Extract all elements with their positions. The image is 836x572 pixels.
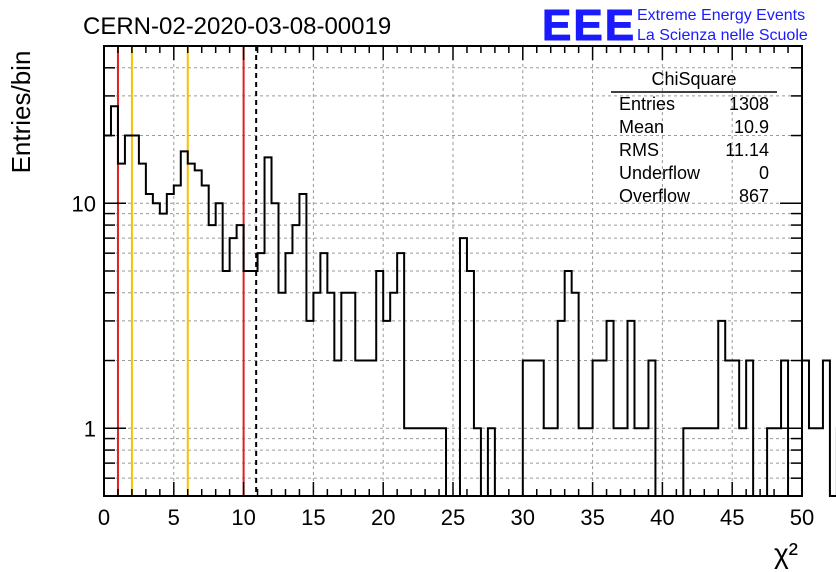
eee-logo: EEE Extreme Energy Events La Scienza nel…: [542, 1, 808, 51]
reference-lines: [116, 46, 258, 496]
y-tick-label: 1: [84, 416, 96, 441]
y-axis-label: Entries/bin: [6, 51, 36, 174]
x-axis-label: χ²: [774, 538, 798, 569]
x-tick-label: 30: [511, 505, 535, 530]
x-tick-label: 15: [301, 505, 325, 530]
x-tick-label: 0: [98, 505, 110, 530]
stats-label-underflow: Underflow: [619, 163, 701, 183]
x-tick-label: 25: [441, 505, 465, 530]
eee-logo-text: EEE: [542, 1, 636, 50]
axis-ticks: [103, 46, 803, 496]
logo-line-2: La Scienza nelle Scuole: [637, 27, 808, 44]
stats-label-mean: Mean: [619, 117, 664, 137]
x-tick-label: 20: [371, 505, 395, 530]
grid-lines: [104, 46, 802, 496]
y-tick-labels: 1 10: [72, 191, 96, 441]
x-tick-label: 50: [790, 505, 814, 530]
stats-label-rms: RMS: [619, 140, 659, 160]
histogram-series: [104, 105, 836, 497]
x-tick-label: 10: [231, 505, 255, 530]
stats-label-overflow: Overflow: [619, 186, 691, 206]
stats-value-underflow: 0: [759, 163, 769, 183]
x-tick-label: 5: [168, 505, 180, 530]
stats-value-mean: 10.9: [734, 117, 769, 137]
y-tick-label: 10: [72, 191, 96, 216]
x-tick-label: 35: [580, 505, 604, 530]
x-tick-label: 45: [720, 505, 744, 530]
x-tick-labels: 0 5 10 15 20 25 30 35 40 45 50: [98, 505, 814, 530]
x-tick-label: 40: [650, 505, 674, 530]
stats-box: ChiSquare Entries 1308 Mean 10.9 RMS 11.…: [611, 69, 777, 206]
stats-label-entries: Entries: [619, 94, 675, 114]
stats-value-rms: 11.14: [725, 140, 769, 160]
stats-value-entries: 1308: [729, 94, 769, 114]
chart-title: CERN-02-2020-03-08-00019: [83, 13, 391, 40]
logo-line-1: Extreme Energy Events: [637, 7, 805, 24]
stats-title: ChiSquare: [651, 69, 736, 89]
stats-value-overflow: 867: [739, 186, 769, 206]
